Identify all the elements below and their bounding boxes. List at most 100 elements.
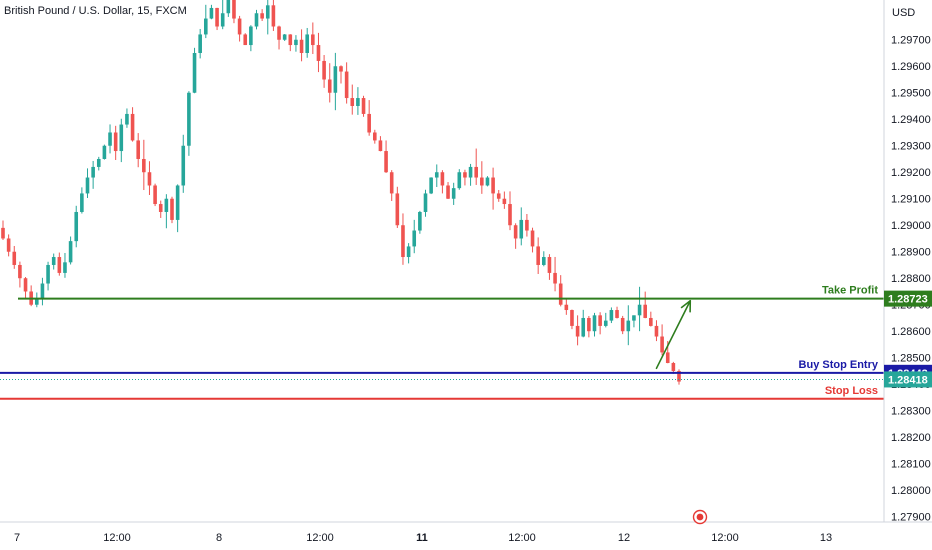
candle-body bbox=[609, 310, 614, 321]
candle-body bbox=[491, 177, 495, 194]
candle-body bbox=[395, 193, 400, 226]
candle-body bbox=[406, 246, 411, 258]
candle-body bbox=[63, 262, 67, 273]
candle-body bbox=[389, 172, 394, 194]
candle-body bbox=[102, 145, 107, 159]
candle-body bbox=[226, 0, 231, 14]
price-axis-background[interactable] bbox=[884, 0, 932, 522]
candle-body bbox=[125, 113, 129, 125]
last-price-badge bbox=[884, 371, 932, 388]
candle-body bbox=[553, 272, 557, 284]
candle-body bbox=[603, 320, 608, 326]
candle-body bbox=[440, 172, 445, 186]
candle-body bbox=[316, 45, 321, 61]
candle-body bbox=[474, 166, 478, 178]
candle-body bbox=[187, 92, 191, 146]
candle-body bbox=[80, 193, 84, 212]
candle-body bbox=[457, 172, 462, 189]
levels-group: Take Profit Buy Stop Entry Stop Loss bbox=[0, 285, 884, 400]
candle-body bbox=[181, 145, 186, 186]
candle-body bbox=[119, 124, 124, 152]
candle-body bbox=[598, 315, 602, 326]
candle-body bbox=[265, 5, 270, 19]
candle-body bbox=[23, 278, 28, 292]
candle-body bbox=[215, 7, 219, 27]
candle-body bbox=[204, 18, 208, 35]
candle-body bbox=[418, 211, 422, 231]
price-axis[interactable]: USD 1.297001.296001.295001.294001.293001… bbox=[883, 0, 932, 550]
candle-body bbox=[361, 98, 366, 114]
candle-body bbox=[637, 304, 642, 316]
arrow-line bbox=[655, 299, 692, 370]
candle-body bbox=[175, 185, 180, 220]
y-tick-label: 1.28800 bbox=[891, 273, 931, 285]
stop-loss-label: Stop Loss bbox=[825, 385, 878, 397]
candle-body bbox=[581, 317, 586, 337]
candle-body bbox=[299, 39, 304, 53]
candle-body bbox=[294, 39, 298, 46]
candle-body bbox=[620, 317, 625, 332]
event-icon-dot bbox=[696, 513, 704, 521]
candle-body bbox=[46, 264, 50, 284]
candle-body bbox=[434, 172, 439, 178]
y-tick-label: 1.28900 bbox=[891, 247, 931, 259]
take-profit-arrow bbox=[655, 299, 692, 370]
currency-label: USD bbox=[892, 7, 915, 19]
candle-body bbox=[508, 204, 512, 226]
candle-body bbox=[243, 34, 248, 46]
candle-body bbox=[68, 241, 73, 263]
candle-body bbox=[74, 211, 79, 242]
candle-body bbox=[108, 132, 112, 146]
y-tick-label: 1.29500 bbox=[891, 88, 931, 100]
take-profit-label: Take Profit bbox=[822, 285, 878, 297]
candle-body bbox=[677, 370, 681, 382]
y-tick-label: 1.28300 bbox=[891, 406, 931, 418]
candle-body bbox=[570, 310, 574, 326]
candle-body bbox=[232, 0, 236, 19]
x-tick-label: 12:00 bbox=[508, 532, 536, 544]
candle-body bbox=[339, 66, 343, 72]
y-tick-label: 1.29300 bbox=[891, 141, 931, 153]
candle-body bbox=[615, 310, 619, 318]
candle-body bbox=[451, 188, 456, 199]
candle-body bbox=[536, 246, 540, 265]
time-axis[interactable]: 7 12:00 8 12:00 11 12:00 12 12:00 13 bbox=[0, 521, 932, 550]
candle-body bbox=[249, 26, 253, 46]
y-tick-label: 1.29200 bbox=[891, 167, 931, 179]
candle-body bbox=[333, 66, 338, 93]
plot-background[interactable] bbox=[0, 0, 884, 522]
candle-body bbox=[412, 230, 417, 247]
candle-body bbox=[502, 198, 507, 205]
candle-body bbox=[643, 304, 647, 318]
candle-body bbox=[85, 177, 90, 194]
x-tick-label: 8 bbox=[216, 532, 222, 544]
candle-body bbox=[170, 198, 174, 220]
time-axis-background[interactable] bbox=[0, 522, 932, 550]
candle-body bbox=[587, 317, 591, 332]
event-icon[interactable] bbox=[692, 509, 708, 525]
candle-body bbox=[401, 225, 405, 258]
candle-body bbox=[468, 166, 473, 178]
candle-body bbox=[480, 177, 484, 186]
candle-body bbox=[446, 185, 450, 199]
x-tick-label: 12:00 bbox=[711, 532, 739, 544]
y-tick-label: 1.28100 bbox=[891, 459, 931, 471]
x-tick-label: 11 bbox=[416, 532, 428, 544]
y-tick-labels: 1.29700 1.29600 1.29500 1.29400 1.29300 1.292… bbox=[891, 35, 931, 524]
candle-body bbox=[485, 177, 490, 186]
candle-body bbox=[378, 140, 383, 152]
candle-body bbox=[384, 151, 388, 173]
candle-body bbox=[282, 34, 287, 40]
y-tick-label: 1.29600 bbox=[891, 61, 931, 73]
candles-group bbox=[1, 0, 681, 385]
take-profit-price-badge-text: 1.28723 bbox=[888, 294, 928, 306]
candle-body bbox=[277, 26, 281, 40]
y-tick-label: 1.28200 bbox=[891, 432, 931, 444]
candle-body bbox=[654, 325, 659, 337]
candle-body bbox=[57, 257, 62, 273]
buy-stop-entry-label: Buy Stop Entry bbox=[799, 359, 879, 371]
take-profit-price-badge bbox=[884, 290, 932, 307]
candle-body bbox=[660, 336, 664, 353]
